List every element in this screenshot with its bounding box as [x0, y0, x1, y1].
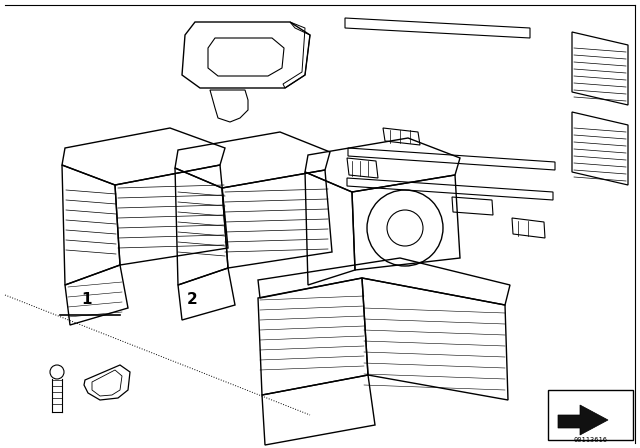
Bar [548, 390, 633, 440]
Polygon shape [558, 405, 608, 435]
Text: 00113616: 00113616 [574, 437, 608, 443]
Text: 2: 2 [187, 293, 197, 307]
Text: 1: 1 [82, 293, 92, 307]
